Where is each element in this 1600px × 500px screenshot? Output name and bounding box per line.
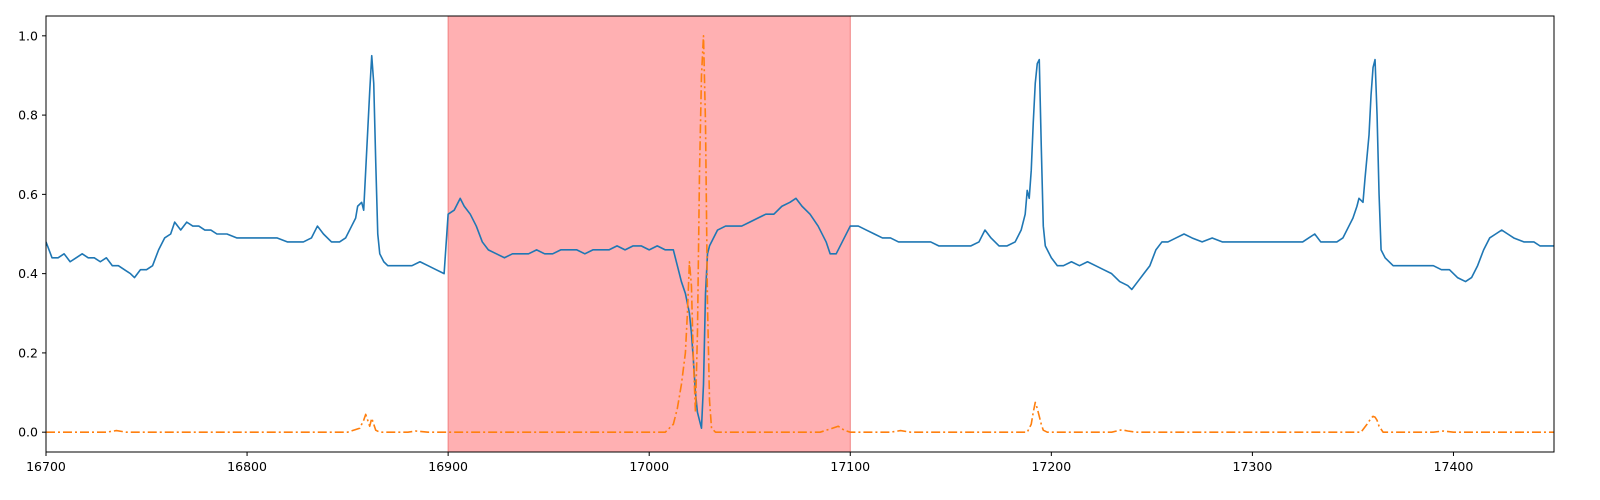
plot-frame bbox=[45, 15, 1555, 453]
y-tick-label: 0.4 bbox=[18, 266, 38, 281]
plot-area bbox=[46, 15, 1554, 453]
x-tick-label: 17400 bbox=[1434, 459, 1474, 474]
x-tick-label: 17300 bbox=[1233, 459, 1273, 474]
x-tick-label: 16900 bbox=[428, 459, 468, 474]
y-tick-label: 0.6 bbox=[18, 187, 38, 202]
x-tick-label: 17100 bbox=[830, 459, 870, 474]
series-line-1 bbox=[46, 54, 1554, 430]
x-tick-label: 16800 bbox=[227, 459, 267, 474]
y-tick-label: 0.8 bbox=[18, 108, 38, 123]
x-tick-label: 17000 bbox=[629, 459, 669, 474]
x-tick-label: 16700 bbox=[26, 459, 66, 474]
y-tick-label: 0.0 bbox=[18, 425, 38, 440]
axes: 16700 16800 16900 17000 17100 17200 17300 17400… bbox=[18, 15, 1555, 474]
y-tick-label: 1.0 bbox=[18, 28, 38, 43]
x-tick-label: 17200 bbox=[1031, 459, 1071, 474]
y-tick-label: 0.2 bbox=[18, 345, 38, 360]
series-line-2 bbox=[46, 35, 1554, 433]
highlight-region bbox=[447, 15, 851, 453]
